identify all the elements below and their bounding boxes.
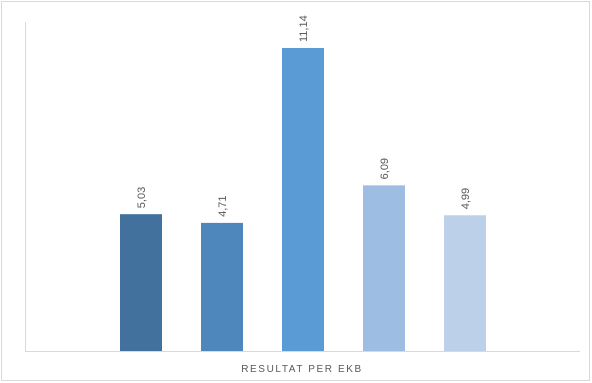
data-label-3: 11,14 xyxy=(298,15,310,42)
data-label-5: 4,99 xyxy=(460,188,472,209)
data-labels-group: 5,03 4,71 11,14 6,09 4,99 xyxy=(136,15,472,217)
bar-3 xyxy=(282,48,324,351)
bar-2 xyxy=(201,222,243,351)
x-axis-title: RESULTAT PER EKB xyxy=(241,364,363,375)
bars-group xyxy=(120,48,486,351)
data-label-2: 4,71 xyxy=(217,195,229,216)
data-label-1: 5,03 xyxy=(136,187,148,208)
bar-5 xyxy=(444,215,486,351)
bar-4 xyxy=(363,185,405,351)
bar-1 xyxy=(120,214,162,351)
data-label-4: 6,09 xyxy=(379,158,391,179)
